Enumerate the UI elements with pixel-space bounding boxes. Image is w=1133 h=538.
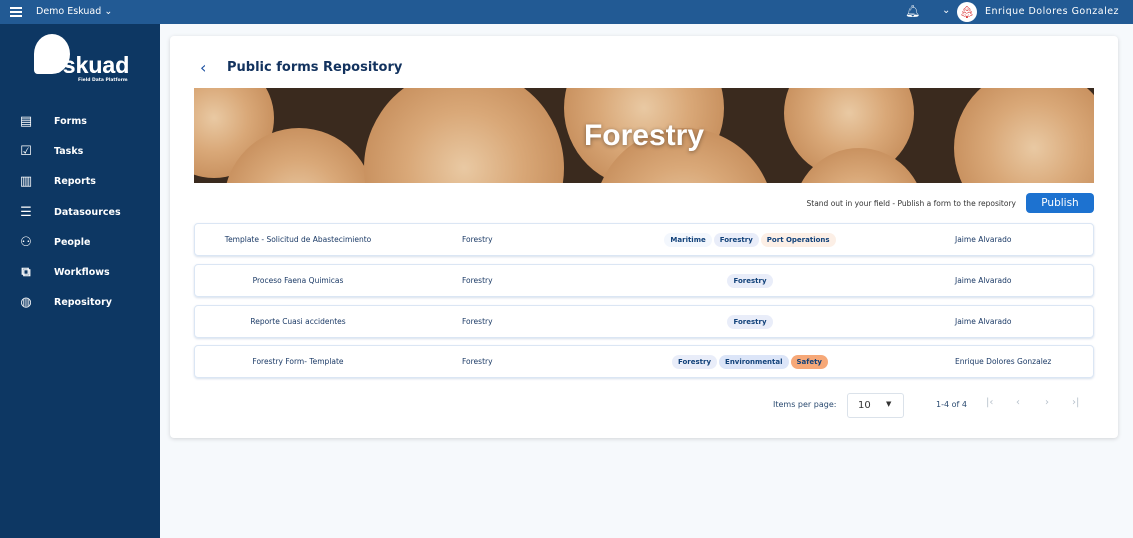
form-category: Forestry (462, 235, 493, 244)
form-category: Forestry (462, 317, 493, 326)
form-icon: ▤ (19, 113, 33, 129)
items-per-page-select[interactable]: 10 ▼ (847, 393, 904, 418)
avatar[interactable]: 🌲︎ (957, 2, 977, 22)
tag-badge: Port Operations (760, 233, 836, 247)
bar-chart-icon: ▥ (19, 174, 33, 190)
nav-label: Forms (54, 115, 87, 127)
org-name: Demo Eskuad (36, 6, 102, 17)
clipboard-check-icon: ☑ (20, 143, 32, 159)
tag-badge: Forestry (727, 274, 773, 288)
publish-button[interactable]: Publish (1026, 193, 1094, 213)
items-per-page-value: 10 (858, 400, 871, 411)
tag-list: Maritime Forestry Port Operations (595, 233, 905, 247)
next-page-icon[interactable]: › (1045, 397, 1049, 408)
last-page-icon[interactable]: ›| (1072, 397, 1080, 408)
tag-badge: Safety (790, 355, 828, 369)
sidebar-item-forms[interactable]: ▤ Forms (0, 106, 160, 136)
banner-title: Forestry (583, 119, 705, 152)
nav-label: Tasks (54, 145, 84, 157)
form-name: Proceso Faena Quimicas (252, 276, 344, 285)
table-row[interactable]: Template - Solicitud de Abastecimiento Fo… (194, 223, 1094, 256)
people-icon: ⚇ (20, 234, 32, 250)
sidebar-item-people[interactable]: ⚇ People (0, 227, 160, 257)
form-author: Jaime Alvarado (955, 235, 1012, 244)
tag-badge: Forestry (713, 233, 759, 247)
top-bar: Demo Eskuad ⌄ 🔔︎ ⌄ 🌲︎ Enrique Dolores Go… (0, 0, 1133, 24)
form-name: Template - Solicitud de Abastecimiento (224, 235, 372, 244)
sidebar-item-repository[interactable]: ◍ Repository (0, 288, 160, 318)
nav-label: Workflows (54, 267, 110, 279)
items-per-page-label: Items per page: (773, 400, 837, 409)
tag-badge: Forestry (672, 355, 718, 369)
prev-page-icon[interactable]: ‹ (1016, 397, 1020, 408)
bell-icon[interactable]: 🔔︎ (905, 4, 921, 18)
workflow-icon: ⧉ (21, 265, 31, 281)
form-author: Jaime Alvarado (955, 317, 1012, 326)
table-row[interactable]: Forestry Form- Template Forestry Forestry E… (194, 345, 1094, 378)
sidebar-item-reports[interactable]: ▥ Reports (0, 167, 160, 197)
form-name: Forestry Form- Template (252, 357, 344, 366)
form-author: Enrique Dolores Gonzalez (955, 357, 1052, 366)
sidebar-item-datasources[interactable]: ☰ Datasources (0, 197, 160, 227)
tag-badge: Maritime (664, 233, 712, 247)
tag-badge: Environmental (719, 355, 789, 369)
globe-icon: ◍ (20, 295, 32, 311)
back-arrow-icon[interactable]: ‹ (200, 58, 207, 77)
table-row[interactable]: Reporte Cuasi accidentes Forestry Forestry… (194, 305, 1094, 338)
user-name: Enrique Dolores Gonzalez (985, 6, 1120, 17)
category-banner: Forestry (194, 88, 1094, 183)
page-range: 1-4 of 4 (936, 400, 967, 409)
user-menu-chevron-icon[interactable]: ⌄ (942, 5, 951, 16)
menu-icon[interactable] (10, 7, 22, 17)
table-row[interactable]: Proceso Faena Quimicas Forestry Forestry Ja… (194, 264, 1094, 297)
nav-label: People (54, 236, 91, 248)
repository-card: ‹ Public forms Repository Forestry Stand… (170, 36, 1118, 438)
first-page-icon[interactable]: |‹ (986, 397, 994, 408)
nav-label: Reports (54, 176, 96, 188)
tag-list: Forestry (595, 315, 905, 329)
publish-prompt: Stand out in your field - Publish a form… (806, 199, 1017, 208)
form-name: Reporte Cuasi accidentes (250, 317, 346, 326)
form-category: Forestry (462, 357, 493, 366)
sidebar-item-workflows[interactable]: ⧉ Workflows (0, 257, 160, 287)
sidebar: eskuad Field Data Platform ▤ Forms ☑ Tasks… (0, 24, 160, 538)
sidebar-item-tasks[interactable]: ☑ Tasks (0, 136, 160, 166)
caret-down-icon: ▼ (886, 400, 892, 408)
eskuad-logo: eskuad Field Data Platform (30, 34, 130, 94)
database-icon: ☰ (20, 204, 32, 220)
tag-list: Forestry (595, 274, 905, 288)
page-title: Public forms Repository (227, 60, 403, 75)
org-selector[interactable]: Demo Eskuad ⌄ (36, 6, 112, 17)
form-category: Forestry (462, 276, 493, 285)
tag-list: Forestry Environmental Safety (595, 355, 905, 369)
nav-label: Repository (54, 297, 112, 309)
form-author: Jaime Alvarado (955, 276, 1012, 285)
tag-badge: Forestry (727, 315, 773, 329)
chevron-down-icon: ⌄ (104, 6, 113, 17)
nav-label: Datasources (54, 206, 121, 218)
